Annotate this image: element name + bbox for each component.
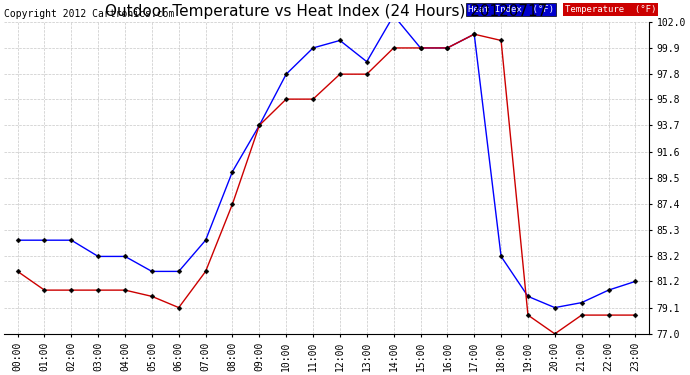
Text: Temperature  (°F): Temperature (°F)	[565, 5, 656, 14]
Text: Heat Index  (°F): Heat Index (°F)	[469, 5, 554, 14]
Title: Outdoor Temperature vs Heat Index (24 Hours) 20120717: Outdoor Temperature vs Heat Index (24 Ho…	[106, 4, 548, 19]
Text: Copyright 2012 Cartronics.com: Copyright 2012 Cartronics.com	[4, 9, 175, 19]
